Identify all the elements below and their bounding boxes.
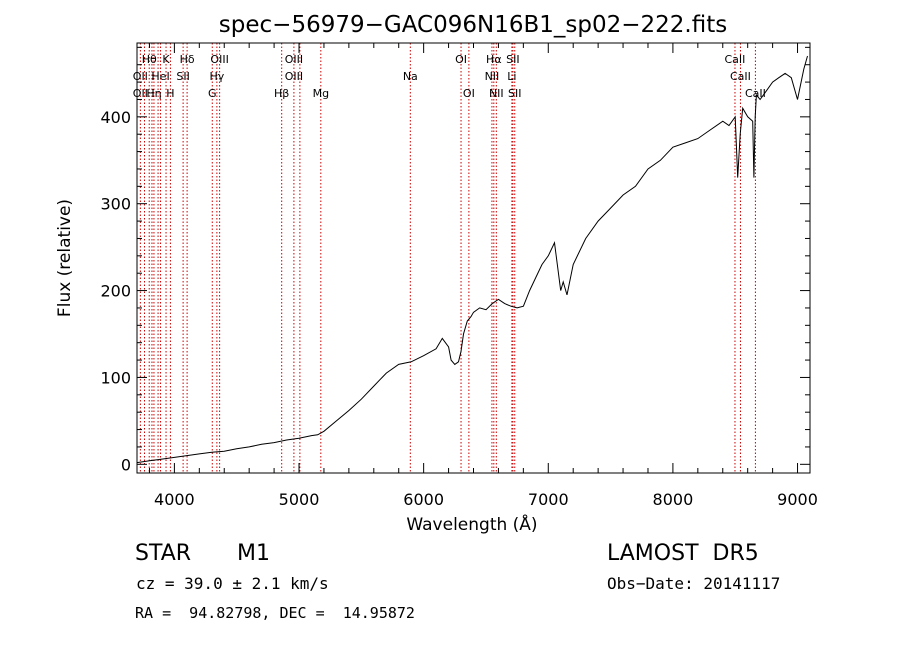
line-label-2: Hδ	[180, 53, 195, 66]
line-label-17: CaII	[730, 70, 751, 83]
survey-name: LAMOST DR5	[607, 541, 759, 566]
spectrum-line	[136, 55, 808, 464]
y-tick-label-0: 0	[121, 455, 131, 474]
line-label-26: SII	[508, 87, 521, 100]
object-class: STAR	[135, 541, 192, 566]
y-tick-label-2: 200	[100, 282, 131, 301]
line-label-11: SII	[176, 70, 189, 83]
y-tick-label-4: 400	[100, 108, 131, 127]
sky-coordinates: RA = 94.82798, DEC = 14.95872	[135, 604, 415, 622]
spectral-line-labels: Hθ K Hδ OIII OIII OI Hα SII CaII OII HeI SII Hγ OIII N…	[133, 53, 766, 100]
x-axis-label: Wavelength (Å)	[406, 513, 537, 535]
x-tick-label-4: 8000	[653, 490, 694, 509]
line-label-9: OII	[133, 70, 148, 83]
line-label-8: CaII	[725, 53, 746, 66]
object-subclass: M1	[237, 541, 270, 566]
line-label-7: SII	[506, 53, 519, 66]
x-tick-label-0: 4000	[154, 490, 195, 509]
line-label-1: K	[162, 53, 170, 66]
line-label-10: HeI	[151, 70, 169, 83]
line-label-0: Hθ	[142, 53, 157, 66]
line-label-15: NII	[485, 70, 500, 83]
x-axis: 4000 5000 6000 7000 8000 9000	[148, 43, 818, 509]
line-label-3: OIII	[210, 53, 228, 66]
redshift-velocity: cz = 39.0 ± 2.1 km/s	[136, 574, 329, 593]
line-label-6: Hα	[486, 53, 502, 66]
x-tick-label-2: 6000	[403, 490, 444, 509]
line-label-21: G	[208, 87, 217, 100]
line-label-12: Hγ	[209, 70, 224, 83]
x-tick-label-1: 5000	[279, 490, 320, 509]
y-tick-label-1: 100	[100, 368, 131, 387]
line-label-13: OIII	[285, 70, 303, 83]
line-label-4: OIII	[285, 53, 303, 66]
y-axis-label: Flux (relative)	[55, 199, 75, 317]
line-label-16: Li	[507, 70, 516, 83]
chart-title: spec−56979−GAC096N16B1_sp02−222.fits	[219, 12, 727, 38]
x-tick-label-3: 7000	[528, 490, 569, 509]
observation-date: Obs−Date: 20141117	[607, 574, 781, 593]
plot-frame	[136, 42, 811, 474]
line-label-14: Na	[403, 70, 418, 83]
line-label-23: Mg	[313, 87, 329, 100]
line-label-5: OI	[455, 53, 467, 66]
y-axis: 0 100 200 300 400	[100, 46, 810, 474]
line-label-27: CaII	[745, 87, 766, 100]
y-tick-label-3: 300	[100, 195, 131, 214]
x-tick-label-5: 9000	[777, 490, 818, 509]
line-label-19: Hη	[146, 87, 161, 100]
line-label-22: Hβ	[274, 87, 289, 100]
line-label-25: NII	[489, 87, 504, 100]
line-label-24: OI	[463, 87, 475, 100]
spectral-line-markers	[139, 43, 756, 473]
line-label-20: H	[166, 87, 174, 100]
